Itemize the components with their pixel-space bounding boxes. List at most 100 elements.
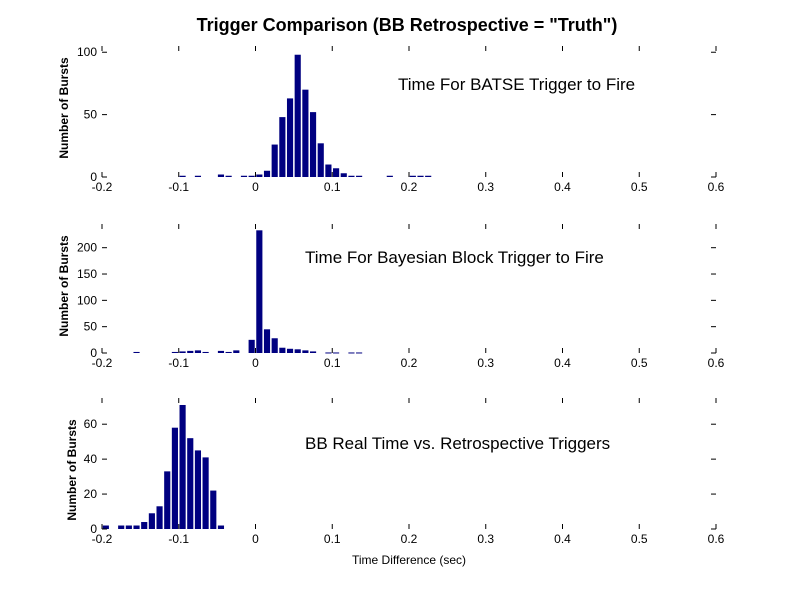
histogram-bar	[256, 230, 263, 353]
histogram-bar	[356, 175, 363, 177]
panel-annotation: Time For BATSE Trigger to Fire	[398, 75, 635, 94]
y-axis-label: Number of Bursts	[65, 419, 79, 521]
histogram-bar	[217, 174, 225, 177]
x-tick-label: -0.1	[168, 532, 189, 546]
x-tick-label: 0	[252, 532, 259, 546]
histogram-bar	[333, 352, 340, 354]
histogram-bar	[187, 350, 194, 353]
x-axis-label: Time Difference (sec)	[352, 553, 466, 567]
histogram-bar	[425, 175, 432, 177]
histogram-bar	[294, 349, 301, 353]
histogram-bar	[125, 525, 132, 529]
histogram-bar	[386, 175, 393, 177]
histogram-bar	[171, 427, 178, 529]
histogram-bar	[179, 175, 186, 177]
histogram-bar	[279, 347, 286, 353]
x-tick-label: 0.2	[401, 180, 418, 194]
histogram-bar	[271, 338, 278, 353]
histogram-bar	[356, 352, 363, 354]
x-tick-label: 0.2	[401, 532, 418, 546]
x-tick-label: 0	[252, 356, 259, 370]
x-tick-label: 0	[252, 180, 259, 194]
histogram-bar	[233, 350, 240, 353]
histogram-bar	[340, 173, 347, 177]
histogram-bar	[148, 513, 155, 529]
histogram-bar	[194, 175, 202, 177]
y-tick-label: 100	[77, 293, 97, 307]
x-tick-label: 0.1	[324, 532, 341, 546]
y-tick-label: 0	[90, 346, 97, 360]
histogram-bar	[133, 351, 140, 353]
histogram-bar	[333, 168, 340, 177]
histogram-bar	[217, 350, 225, 353]
x-tick-label: 0.1	[324, 180, 341, 194]
histogram-bar	[309, 351, 317, 353]
histogram-bar	[271, 144, 278, 177]
histogram-bar	[263, 329, 271, 353]
histogram-bar	[248, 339, 255, 353]
y-tick-label: 200	[77, 241, 97, 255]
histogram-bar	[194, 350, 202, 353]
x-tick-label: 0.3	[477, 180, 494, 194]
histogram-bar	[348, 352, 355, 354]
x-tick-label: 0.6	[708, 532, 725, 546]
histogram-bar	[118, 525, 125, 529]
y-axis-label: Number of Bursts	[57, 57, 71, 159]
y-tick-label: 0	[90, 170, 97, 184]
x-tick-label: 0.5	[631, 532, 648, 546]
x-tick-label: -0.1	[168, 356, 189, 370]
histogram-bar	[256, 174, 263, 177]
histogram-bar	[187, 438, 194, 529]
x-tick-label: -0.2	[92, 532, 113, 546]
histogram-bar	[417, 175, 424, 177]
histogram-bar	[302, 350, 309, 353]
x-tick-label: 0.5	[631, 356, 648, 370]
x-tick-label: 0.4	[554, 532, 571, 546]
histogram-bar	[317, 143, 324, 177]
y-tick-label: 60	[84, 417, 98, 431]
histogram-bar	[194, 450, 202, 529]
histogram-bar	[240, 175, 248, 177]
histogram-bar	[164, 471, 171, 529]
y-tick-label: 50	[84, 108, 98, 122]
figure-title: Trigger Comparison (BB Retrospective = "…	[197, 15, 618, 35]
histogram-bar	[171, 351, 178, 353]
histogram-bar	[179, 351, 186, 353]
histogram-bar	[225, 175, 232, 177]
y-axis-label: Number of Bursts	[57, 235, 71, 337]
y-tick-label: 0	[90, 522, 97, 536]
y-tick-label: 20	[84, 487, 98, 501]
y-tick-label: 150	[77, 267, 97, 281]
histogram-bar	[309, 112, 317, 177]
histogram-bar	[133, 525, 140, 529]
y-tick-label: 50	[84, 320, 98, 334]
histogram-bar	[179, 404, 186, 529]
panel-bb-real-time-vs-retrospective: BB Real Time vs. Retrospective Triggers …	[65, 398, 725, 567]
panel-annotation: BB Real Time vs. Retrospective Triggers	[305, 434, 610, 453]
histogram-bar	[409, 175, 416, 177]
histogram-bar	[294, 54, 301, 178]
histogram-bar	[302, 89, 309, 177]
panel-annotation: Time For Bayesian Block Trigger to Fire	[305, 248, 604, 267]
histogram-bar	[141, 522, 148, 529]
histogram-bar	[156, 506, 163, 529]
x-tick-label: 0.6	[708, 356, 725, 370]
x-tick-label: 0.1	[324, 356, 341, 370]
y-tick-label: 40	[84, 452, 98, 466]
histogram-bar	[210, 490, 217, 529]
x-tick-label: 0.2	[401, 356, 418, 370]
x-tick-label: 0.5	[631, 180, 648, 194]
histogram-bar	[225, 351, 232, 353]
histogram-bar	[286, 348, 294, 353]
histogram-bar	[286, 98, 294, 177]
histogram-bar	[279, 117, 286, 177]
histogram-bar	[202, 351, 209, 353]
histogram-bar	[248, 175, 255, 177]
y-tick-label: 100	[77, 45, 97, 59]
x-tick-label: 0.3	[477, 356, 494, 370]
histogram-bar	[325, 164, 332, 177]
x-tick-label: 0.3	[477, 532, 494, 546]
panel-batse-trigger: Time For BATSE Trigger to Fire Number of…	[57, 45, 725, 194]
x-tick-label: 0.4	[554, 356, 571, 370]
